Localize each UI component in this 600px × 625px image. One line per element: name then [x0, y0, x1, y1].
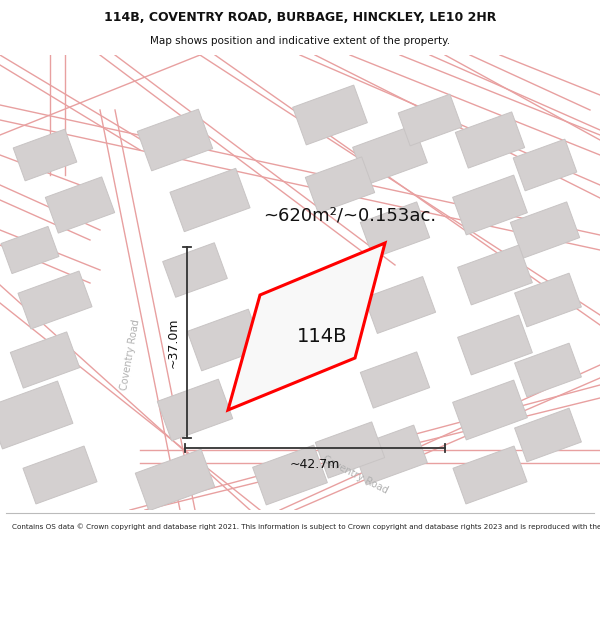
Polygon shape — [135, 449, 215, 511]
Text: ~42.7m: ~42.7m — [290, 458, 340, 471]
Text: Coventry Road: Coventry Road — [321, 454, 389, 496]
Polygon shape — [452, 175, 527, 235]
Text: 114B, COVENTRY ROAD, BURBAGE, HINCKLEY, LE10 2HR: 114B, COVENTRY ROAD, BURBAGE, HINCKLEY, … — [104, 11, 496, 24]
Polygon shape — [515, 273, 581, 327]
Polygon shape — [316, 422, 385, 478]
Polygon shape — [453, 446, 527, 504]
Polygon shape — [361, 352, 430, 408]
Polygon shape — [305, 157, 374, 213]
Polygon shape — [228, 243, 385, 410]
Text: Map shows position and indicative extent of the property.: Map shows position and indicative extent… — [150, 36, 450, 46]
Polygon shape — [13, 129, 77, 181]
Polygon shape — [364, 276, 436, 334]
Polygon shape — [157, 379, 233, 441]
Polygon shape — [137, 109, 213, 171]
Text: 114B: 114B — [297, 327, 347, 346]
Polygon shape — [452, 380, 527, 440]
Polygon shape — [10, 332, 80, 388]
Text: ~37.0m: ~37.0m — [167, 318, 179, 368]
Polygon shape — [458, 315, 532, 375]
Polygon shape — [455, 112, 524, 168]
Polygon shape — [398, 94, 462, 146]
Text: ~620m²/~0.153ac.: ~620m²/~0.153ac. — [263, 206, 437, 224]
Polygon shape — [1, 226, 59, 274]
Text: Contains OS data © Crown copyright and database right 2021. This information is : Contains OS data © Crown copyright and d… — [12, 524, 600, 531]
Text: Coventry Road: Coventry Road — [119, 319, 141, 391]
Polygon shape — [515, 408, 581, 462]
Polygon shape — [170, 168, 250, 232]
Polygon shape — [18, 271, 92, 329]
Polygon shape — [513, 139, 577, 191]
Polygon shape — [253, 445, 328, 505]
Polygon shape — [353, 425, 427, 485]
Polygon shape — [163, 242, 227, 298]
Polygon shape — [0, 381, 73, 449]
Polygon shape — [293, 85, 367, 145]
Polygon shape — [458, 245, 532, 305]
Polygon shape — [361, 202, 430, 258]
Polygon shape — [23, 446, 97, 504]
Polygon shape — [515, 343, 581, 397]
Polygon shape — [353, 125, 427, 185]
Polygon shape — [511, 202, 580, 258]
Polygon shape — [187, 309, 263, 371]
Polygon shape — [46, 177, 115, 233]
